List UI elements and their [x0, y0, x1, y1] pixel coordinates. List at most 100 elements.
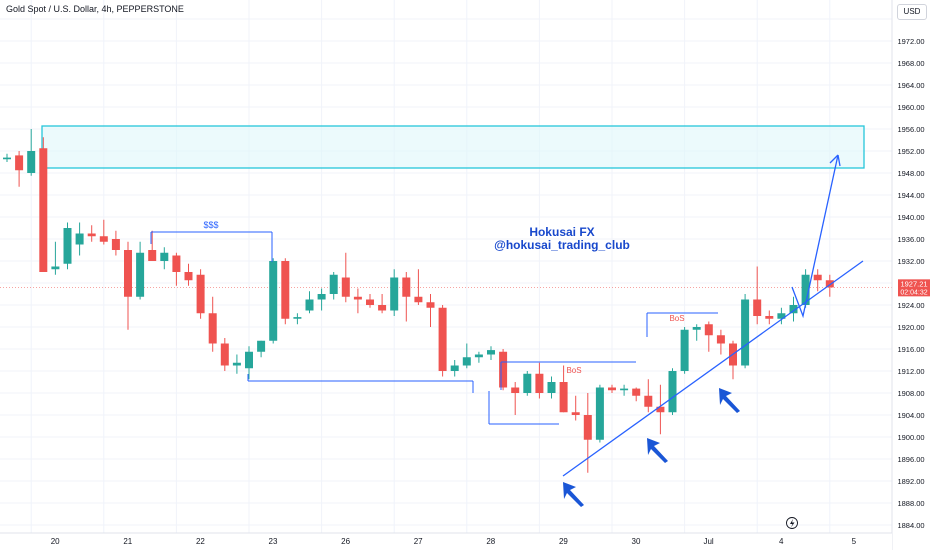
candle-body: [632, 388, 641, 396]
candle-body: [353, 296, 362, 300]
candle-body: [462, 357, 471, 366]
candle-body: [124, 250, 132, 297]
bos-label-2: BoS: [669, 314, 684, 323]
candle-body: [15, 155, 24, 171]
candle-body: [317, 294, 326, 300]
watermark-title: Hokusai FX: [529, 225, 594, 239]
candle-body: [487, 350, 495, 355]
candle-body: [559, 382, 568, 413]
candle-body: [172, 255, 181, 272]
candle-body: [668, 371, 677, 413]
x-tick-label: 28: [486, 537, 495, 546]
y-tick-label: 1920.00: [897, 323, 924, 332]
y-tick-label: 1924.00: [897, 301, 924, 310]
candle-body: [27, 151, 36, 173]
y-tick-label: 1968.00: [897, 59, 924, 68]
x-tick-label: 20: [51, 537, 60, 546]
candle-body: [87, 233, 96, 237]
y-tick-label: 1916.00: [897, 345, 924, 354]
candle-body: [753, 299, 762, 316]
candles-layer: [3, 129, 834, 473]
projection-path: [791, 154, 839, 319]
y-tick-label: 1932.00: [897, 257, 924, 266]
candle-body: [813, 274, 822, 281]
candle-body: [220, 343, 229, 366]
x-tick-label: 26: [341, 537, 350, 546]
candle-body: [378, 305, 387, 311]
x-tick-label: 5: [852, 537, 857, 546]
candle-body: [414, 296, 423, 303]
y-tick-label: 1904.00: [897, 411, 924, 420]
y-tick-label: 1900.00: [897, 433, 924, 442]
projection-arrowhead: [829, 154, 841, 167]
candle-body: [3, 157, 11, 160]
candle-body: [571, 412, 580, 415]
y-tick-label: 1956.00: [897, 125, 924, 134]
candle-body: [765, 316, 774, 319]
x-tick-label: 30: [632, 537, 641, 546]
candle-body: [39, 148, 48, 272]
trendline: [562, 260, 864, 477]
candle-body: [257, 340, 266, 352]
candle-body: [341, 277, 350, 297]
candle-body: [620, 388, 629, 391]
candle-body: [741, 299, 750, 366]
symbol-legend[interactable]: Gold Spot / U.S. Dollar, 4h, PEPPERSTONE: [6, 4, 184, 14]
x-tick-label: 27: [414, 537, 423, 546]
candle-body: [366, 299, 374, 305]
y-tick-label: 1912.00: [897, 367, 924, 376]
y-tick-label: 1936.00: [897, 235, 924, 244]
candle-body: [111, 239, 120, 250]
y-tick-label: 1952.00: [897, 147, 924, 156]
candle-body: [160, 252, 169, 261]
candle-body: [136, 252, 145, 297]
candle-body: [293, 317, 302, 319]
lightning-icon: [786, 517, 798, 529]
candle-body: [511, 387, 520, 393]
candle-body: [474, 354, 483, 358]
candle-body: [704, 324, 713, 336]
candle-body: [801, 274, 810, 305]
candle-body: [63, 228, 72, 264]
price-axis-bg: [892, 0, 932, 550]
current-price-countdown: 02:04:32: [900, 289, 927, 296]
y-tick-label: 1896.00: [897, 455, 924, 464]
x-tick-label: 22: [196, 537, 205, 546]
y-tick-label: 1960.00: [897, 103, 924, 112]
candle-body: [184, 272, 193, 281]
x-tick-label: 4: [779, 537, 784, 546]
candle-body: [547, 382, 556, 393]
y-tick-label: 1948.00: [897, 169, 924, 178]
y-tick-label: 1892.00: [897, 477, 924, 486]
y-tick-label: 1888.00: [897, 499, 924, 508]
arrow-pointer: [563, 482, 584, 507]
candle-body: [402, 277, 411, 297]
candle-body: [825, 280, 834, 288]
bos-label-1: BoS: [566, 366, 581, 375]
candle-body: [789, 305, 798, 314]
y-tick-label: 1944.00: [897, 191, 924, 200]
candle-body: [777, 313, 786, 319]
candle-body: [716, 335, 725, 344]
candle-body: [269, 261, 278, 341]
candle-body: [523, 373, 532, 393]
candle-body: [51, 266, 60, 270]
lightning-icon-bolt: [790, 519, 795, 528]
candle-body: [99, 236, 108, 242]
candle-body: [281, 261, 290, 319]
x-tick-label: Jul: [703, 537, 713, 546]
candle-body: [232, 362, 241, 366]
y-tick-label: 1940.00: [897, 213, 924, 222]
arrow-pointer: [719, 388, 740, 413]
candle-body: [426, 302, 435, 308]
arrow-pointer: [647, 438, 668, 463]
y-tick-label: 1964.00: [897, 81, 924, 90]
candle-body: [75, 233, 84, 245]
lightning-icon-ring: [786, 517, 798, 529]
candle-body: [608, 387, 616, 391]
currency-button[interactable]: USD: [897, 4, 927, 20]
time-axis-bg: [0, 533, 892, 550]
candle-body: [595, 387, 604, 440]
